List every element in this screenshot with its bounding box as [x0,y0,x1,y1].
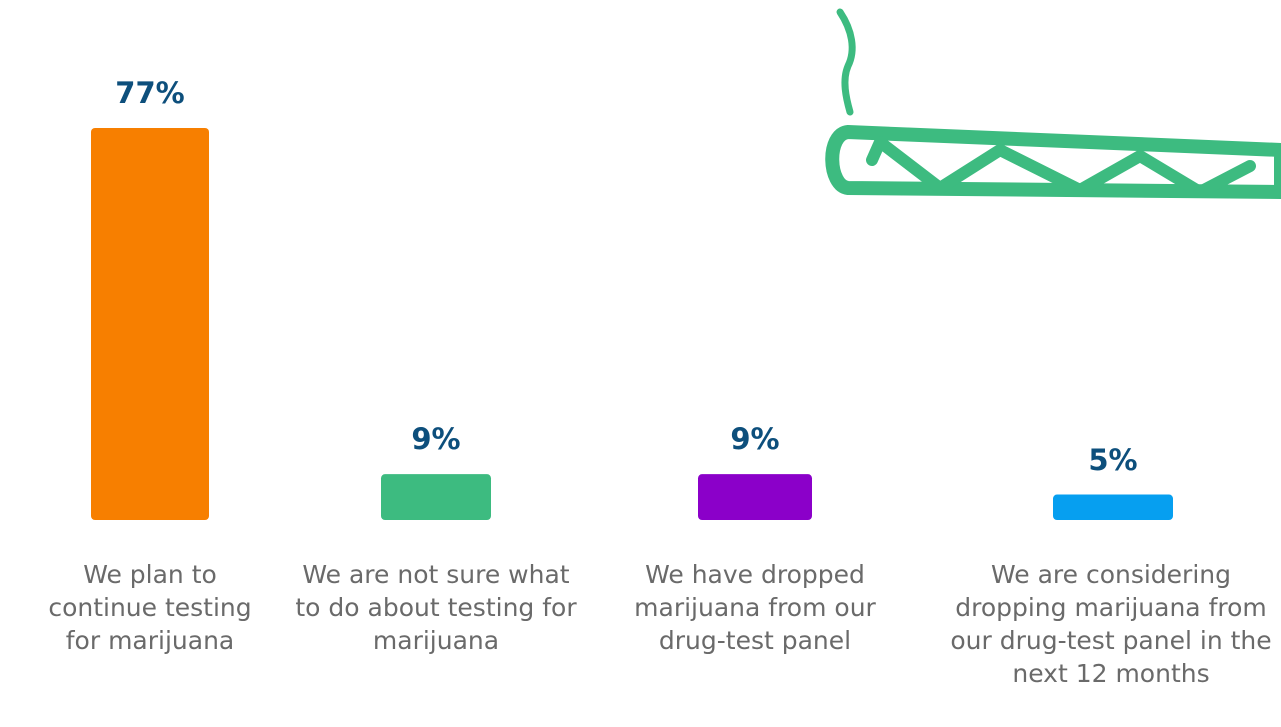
bar [91,128,209,520]
category-label: We have dropped marijuana from our drug-… [634,560,876,655]
value-label: 5% [1088,442,1138,477]
value-label: 9% [730,422,780,457]
category-label: We plan to continue testing for marijuan… [48,560,252,655]
bar [698,474,812,520]
bar [1053,494,1173,520]
value-label: 77% [115,76,185,110]
value-label: 9% [411,422,461,457]
category-label: We are not sure what to do about testing… [295,560,577,655]
category-label: We are considering dropping marijuana fr… [950,560,1272,688]
joint-illustration [825,8,1281,199]
bar [381,474,491,520]
